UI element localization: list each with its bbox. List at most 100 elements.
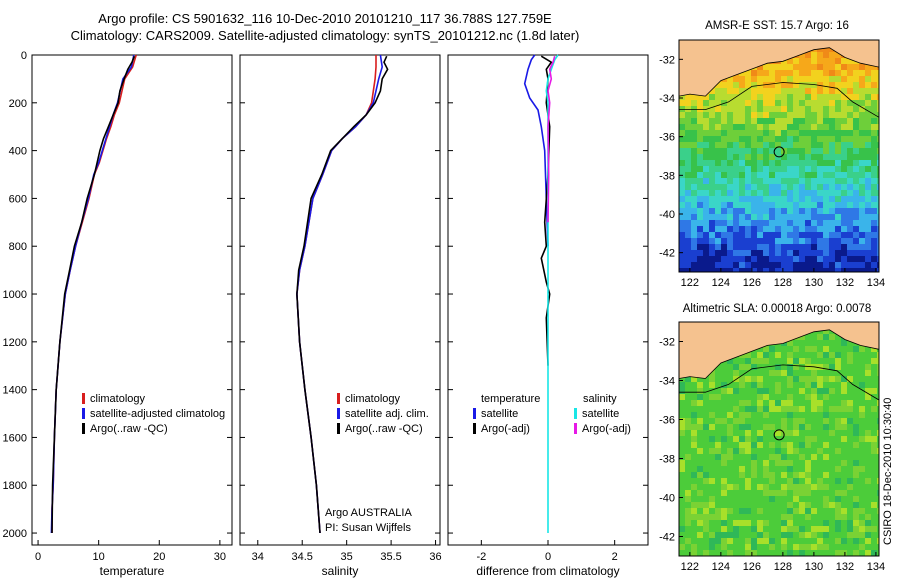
sst-ytick-label: -34 [659, 93, 675, 105]
legend-label: Argo(..raw -QC) [90, 423, 168, 435]
sla-cell [805, 550, 811, 556]
sla-cell [853, 460, 859, 466]
sst-cell [769, 190, 775, 196]
sst-cell [775, 160, 781, 166]
sst-cell [781, 88, 787, 94]
sla-cell [739, 490, 745, 496]
sla-cell [757, 424, 763, 430]
sla-cell [721, 370, 727, 376]
sla-cell [781, 358, 787, 364]
sla-cell [685, 430, 691, 436]
sla-cell [739, 472, 745, 478]
sla-cell [787, 508, 793, 514]
sst-cell [871, 256, 877, 262]
sst-cell [829, 250, 835, 256]
sla-cell [787, 412, 793, 418]
sla-cell [739, 466, 745, 472]
sst-cell [787, 268, 793, 272]
sla-cell [715, 424, 721, 430]
sst-cell [799, 184, 805, 190]
sla-cell [871, 406, 877, 412]
sst-cell [697, 196, 703, 202]
sst-cell [799, 124, 805, 130]
salinity-xtick-label: 34 [252, 551, 264, 563]
sst-cell [787, 160, 793, 166]
sst-cell [697, 172, 703, 178]
sst-cell [769, 172, 775, 178]
sst-cell [781, 250, 787, 256]
sla-cell [793, 388, 799, 394]
sla-cell [805, 514, 811, 520]
sla-cell [769, 346, 775, 352]
sst-cell [865, 106, 871, 112]
sla-cell [793, 484, 799, 490]
sla-cell [865, 454, 871, 460]
sst-cell [679, 112, 685, 118]
sla-cell [847, 448, 853, 454]
sla-cell [871, 436, 877, 442]
sla-cell [733, 472, 739, 478]
sst-cell [685, 238, 691, 244]
sst-cell [781, 124, 787, 130]
sla-cell [769, 394, 775, 400]
sst-cell [805, 244, 811, 250]
sla-cell [841, 418, 847, 424]
sst-cell [781, 82, 787, 88]
sst-cell [745, 130, 751, 136]
sst-cell [697, 118, 703, 124]
sst-cell [811, 94, 817, 100]
sst-cell [799, 214, 805, 220]
sst-cell [727, 226, 733, 232]
sla-cell [799, 382, 805, 388]
sst-cell [721, 256, 727, 262]
sst-cell [697, 100, 703, 106]
sst-cell [709, 196, 715, 202]
sst-cell [727, 100, 733, 106]
sst-cell [853, 256, 859, 262]
sla-cell [865, 472, 871, 478]
sla-cell [763, 436, 769, 442]
sst-cell [685, 220, 691, 226]
sst-cell [775, 94, 781, 100]
sst-cell [685, 160, 691, 166]
sst-cell [787, 250, 793, 256]
sst-cell [727, 130, 733, 136]
sst-cell [733, 148, 739, 154]
sst-cell [847, 178, 853, 184]
sla-cell [745, 424, 751, 430]
sla-cell [757, 442, 763, 448]
sst-cell [769, 106, 775, 112]
sst-cell [847, 220, 853, 226]
sst-cell [769, 202, 775, 208]
sla-cell [769, 496, 775, 502]
sla-cell [817, 466, 823, 472]
sla-cell [865, 520, 871, 526]
sla-cell [877, 472, 879, 478]
sst-cell [859, 190, 865, 196]
sst-cell [853, 250, 859, 256]
sst-cell [799, 100, 805, 106]
sla-cell [703, 544, 709, 550]
sst-cell [745, 148, 751, 154]
sla-cell [709, 400, 715, 406]
sla-cell [685, 478, 691, 484]
sla-cell [769, 472, 775, 478]
sst-cell [721, 196, 727, 202]
sst-cell [823, 256, 829, 262]
sla-cell [799, 544, 805, 550]
sla-xtick-label: 130 [805, 561, 823, 573]
sst-cell [871, 214, 877, 220]
sla-cell [853, 412, 859, 418]
sla-cell [763, 442, 769, 448]
sst-cell [859, 214, 865, 220]
sst-cell [769, 82, 775, 88]
sst-cell [859, 142, 865, 148]
difference-series-temperature-argo-adj- [540, 55, 553, 366]
sla-cell [781, 514, 787, 520]
sla-cell [787, 376, 793, 382]
sst-cell [859, 256, 865, 262]
sla-cell [769, 448, 775, 454]
sst-cell [811, 52, 817, 58]
sla-cell [811, 496, 817, 502]
sst-cell [799, 76, 805, 82]
